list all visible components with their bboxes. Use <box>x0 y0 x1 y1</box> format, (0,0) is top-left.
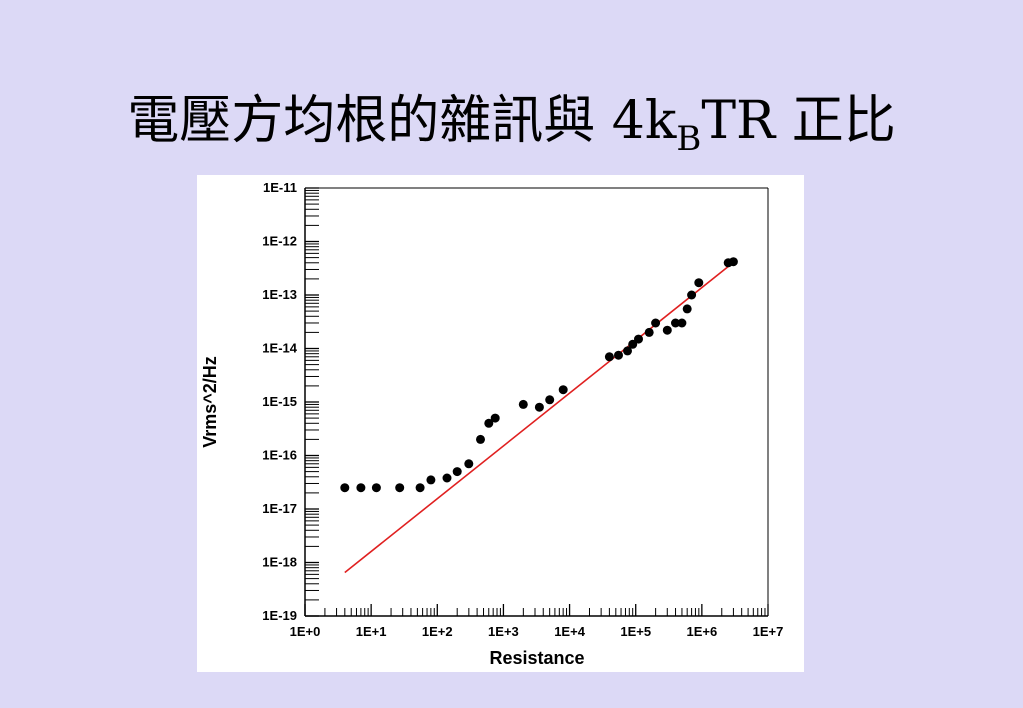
data-point <box>340 483 350 493</box>
data-point <box>614 350 623 360</box>
y-tick-label: 1E-14 <box>262 341 297 356</box>
data-point <box>415 483 425 493</box>
x-tick-label: 1E+2 <box>422 624 453 639</box>
x-tick-label: 1E+3 <box>488 624 519 639</box>
x-axis-title: Resistance <box>489 648 584 668</box>
data-point <box>604 352 614 362</box>
axes <box>304 187 769 617</box>
data-point <box>484 418 494 428</box>
y-tick-label: 1E-17 <box>262 501 297 516</box>
data-point <box>534 402 544 412</box>
y-tick-label: 1E-12 <box>262 234 297 249</box>
data-point <box>452 467 462 477</box>
data-point <box>476 434 485 444</box>
y-tick-label: 1E-11 <box>263 180 297 195</box>
noise-vs-resistance-chart: 1E+0 1E+1 1E+2 1E+3 1E+4 1E+5 1E+6 1E+7 1E-191E… <box>200 180 784 668</box>
x-axis-ticks: 1E+0 1E+1 1E+2 1E+3 1E+4 1E+5 1E+6 1E+7 <box>290 604 784 639</box>
y-axis-title: Vrms^2/Hz <box>200 356 220 448</box>
data-point <box>728 257 738 267</box>
chart-panel: 1E+0 1E+1 1E+2 1E+3 1E+4 1E+5 1E+6 1E+7 1E-19 1E… <box>197 175 804 672</box>
y-tick-label: 1E-15 <box>262 394 297 409</box>
slide-title: 電壓方均根的雜訊與 4kBTR 正比 <box>0 86 1023 174</box>
x-tick-label: 1E+7 <box>753 624 784 639</box>
data-point <box>356 483 366 493</box>
data-point <box>677 318 687 328</box>
data-point <box>558 385 568 395</box>
x-tick-label: 1E+1 <box>356 624 387 639</box>
data-point <box>426 475 436 485</box>
data-point <box>371 483 381 493</box>
series-layer <box>340 257 738 574</box>
title-text-suffix: TR 正比 <box>701 91 896 151</box>
data-point <box>662 325 672 335</box>
data-point <box>687 290 697 300</box>
data-point <box>634 334 643 344</box>
x-tick-label: 1E+4 <box>554 624 585 639</box>
data-point <box>644 327 654 337</box>
data-point <box>518 399 528 409</box>
data-point <box>628 339 638 349</box>
data-point <box>395 483 405 493</box>
y-tick-label: 1E-19 <box>262 608 297 623</box>
data-point <box>694 278 704 288</box>
fit-line <box>344 263 732 574</box>
data-point <box>623 346 632 356</box>
data-point <box>682 304 692 314</box>
title-subscript: B <box>676 119 702 159</box>
y-axis-ticks: 1E-19 1E-18 1E-17 1E-16 1E-15 1E-14 1E-13 1E-12… <box>262 180 319 623</box>
y-tick-label: 1E-16 <box>262 448 297 463</box>
data-point <box>442 473 452 483</box>
x-tick-label: 1E+5 <box>620 624 651 639</box>
data-point <box>545 395 555 405</box>
data-point <box>651 318 661 328</box>
y-tick-label: 1E-18 <box>262 555 297 570</box>
data-point <box>671 318 680 328</box>
data-point <box>464 459 474 469</box>
title-text: 電壓方均根的雜訊與 4k <box>127 91 677 151</box>
x-tick-label: 1E+6 <box>686 624 717 639</box>
data-point <box>490 413 500 423</box>
x-tick-label: 1E+0 <box>290 624 321 639</box>
y-tick-label: 1E-13 <box>262 287 297 302</box>
